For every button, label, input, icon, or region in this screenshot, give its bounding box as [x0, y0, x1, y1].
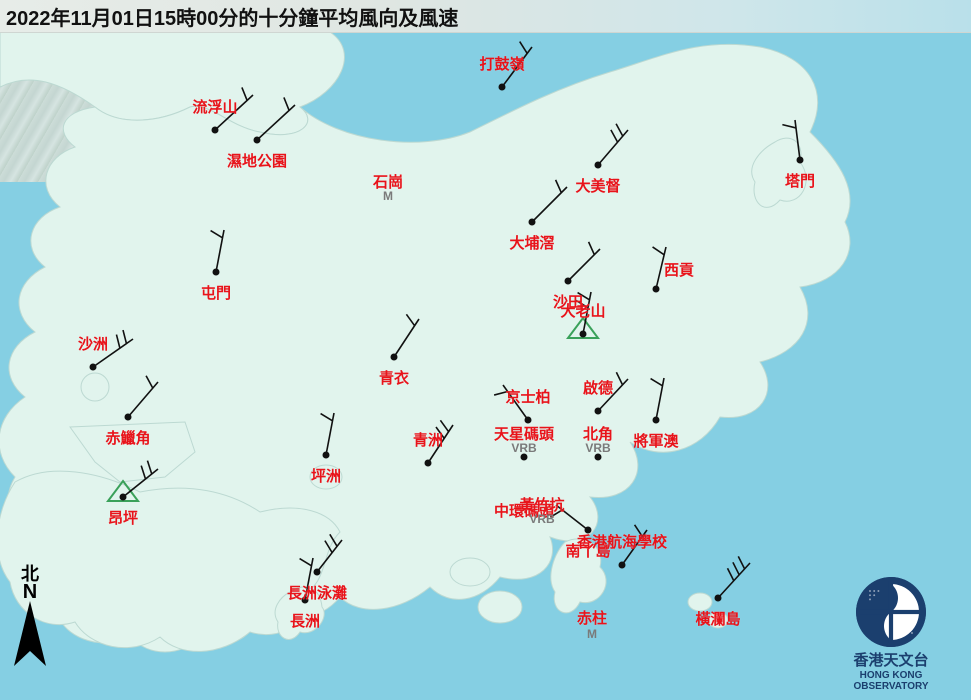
station-marker-1[interactable] [254, 137, 261, 144]
station-label-25: 長洲泳灘 [287, 582, 347, 603]
station-sublabel-18: VRB [511, 441, 536, 455]
station-sublabel-19: VRB [585, 441, 610, 455]
station-marker-8[interactable] [653, 286, 660, 293]
station-marker-9[interactable] [580, 331, 587, 338]
hko-logo-text-cn: 香港天文台 [821, 649, 961, 670]
station-marker-22[interactable] [120, 494, 127, 501]
station-marker-7[interactable] [565, 278, 572, 285]
map-title: 2022年11月01日15時00分的十分鐘平均風向及風速 [6, 2, 458, 31]
station-label-5: 塔門 [785, 170, 815, 191]
station-label-21: 坪洲 [311, 465, 341, 486]
station-label-1: 濕地公園 [227, 150, 287, 171]
station-marker-11[interactable] [90, 364, 97, 371]
station-label-27: 香港航海學校 [577, 531, 667, 552]
station-marker-5[interactable] [797, 157, 804, 164]
station-marker-3[interactable] [499, 84, 506, 91]
station-label-0: 流浮山 [192, 96, 237, 117]
station-label-8: 西貢 [664, 259, 694, 280]
station-label-11: 沙洲 [78, 333, 108, 354]
title-bar: 2022年11月01日15時00分的十分鐘平均風向及風速 [0, 0, 971, 33]
station-marker-14[interactable] [595, 408, 602, 415]
station-marker-0[interactable] [212, 127, 219, 134]
station-label-10: 屯門 [201, 282, 231, 303]
station-label-14: 啟德 [583, 377, 613, 398]
station-triangle-marker [106, 479, 140, 505]
station-label-17: 青洲 [413, 429, 443, 450]
station-label-22: 昂坪 [108, 507, 138, 528]
station-marker-15[interactable] [653, 417, 660, 424]
station-marker-21[interactable] [323, 452, 330, 459]
station-marker-12[interactable] [391, 354, 398, 361]
station-label-3: 打鼓嶺 [479, 53, 524, 74]
station-label-26: 長洲 [290, 610, 320, 631]
station-label-4: 大美督 [575, 175, 620, 196]
station-label-29: 橫瀾島 [695, 608, 740, 629]
hko-logo-icon [856, 577, 926, 647]
station-label-13: 京士柏 [505, 386, 550, 407]
station-marker-29[interactable] [715, 595, 722, 602]
station-label-6: 大埔滘 [509, 232, 554, 253]
station-marker-10[interactable] [213, 269, 220, 276]
station-marker-6[interactable] [529, 219, 536, 226]
station-sublabel-24: VRB [529, 512, 554, 526]
station-marker-27[interactable] [619, 562, 626, 569]
station-marker-4[interactable] [595, 162, 602, 169]
compass-arrow-icon [10, 601, 50, 671]
wind-map-container: 2022年11月01日15時00分的十分鐘平均風向及風速 流浮山 濕地公園 石崗 M 打… [0, 0, 971, 700]
north-label-letter: N [10, 583, 50, 601]
station-label-16: 赤鱲角 [105, 427, 150, 448]
station-sublabel-2: M [383, 189, 393, 203]
station-marker-17[interactable] [425, 460, 432, 467]
hko-logo: 香港天文台 HONG KONG OBSERVATORY [821, 577, 961, 692]
station-label-15: 將軍澳 [633, 430, 678, 451]
station-label-28: 赤柱 [577, 607, 607, 628]
north-arrow-indicator: 北 N [10, 565, 50, 676]
station-label-9: 大老山 [560, 300, 605, 321]
hko-logo-text-en: HONG KONG OBSERVATORY [821, 670, 961, 692]
station-sublabel-28: M [587, 627, 597, 641]
station-marker-16[interactable] [125, 414, 132, 421]
station-label-12: 青衣 [379, 367, 409, 388]
station-marker-25[interactable] [314, 569, 321, 576]
